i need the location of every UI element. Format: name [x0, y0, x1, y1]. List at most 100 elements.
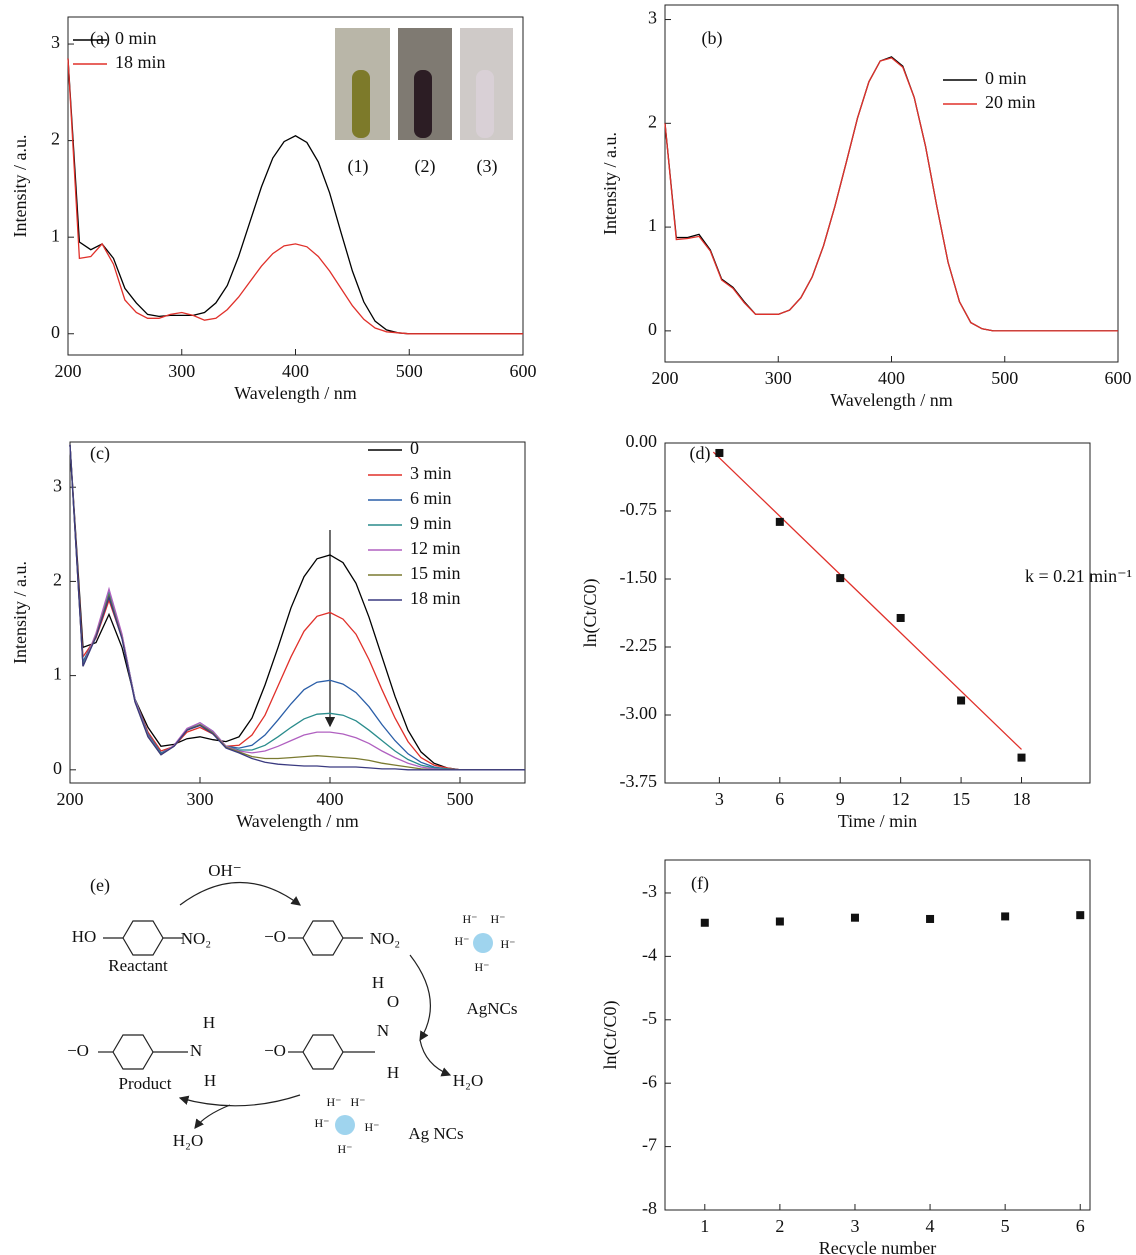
y-tick-label: 0.00 [626, 431, 658, 451]
inset-photos [335, 28, 513, 140]
y-tick-label: -3.00 [620, 703, 658, 723]
hydride-label: H⁻ [351, 1095, 366, 1109]
annotation: k = 0.21 min⁻¹ [1025, 566, 1132, 586]
data-point [926, 914, 935, 923]
x-tick-label: 4 [926, 1216, 935, 1236]
legend-label: 0 min [115, 28, 157, 48]
scheme-text: −O [264, 927, 286, 946]
y-tick-label: -6 [642, 1071, 657, 1091]
x-axis-label: Recycle number [819, 1238, 936, 1255]
inset-label: (1) [348, 156, 369, 177]
photo-2-tube [414, 70, 432, 138]
y-tick-label: -8 [642, 1198, 657, 1218]
hydride-label: H⁻ [491, 912, 506, 926]
scheme-text: HO [72, 927, 97, 946]
arrow [194, 1104, 231, 1129]
y-tick-label: 1 [53, 664, 62, 684]
legend-label: 0 [410, 438, 419, 458]
x-tick-label: 9 [836, 789, 845, 809]
scheme-text: O [387, 992, 399, 1011]
scheme-text: NO₂ [370, 929, 400, 948]
scheme-text: H [387, 1063, 399, 1082]
plot-frame [664, 859, 1091, 1211]
scheme-text: N [190, 1041, 202, 1060]
y-axis-label: Intensity / a.u. [10, 135, 30, 238]
hydride-label: H⁻ [365, 1120, 380, 1134]
data-point [775, 917, 784, 926]
x-tick-label: 2 [775, 1216, 784, 1236]
y-tick-label: 3 [648, 8, 657, 28]
x-tick-label: 15 [952, 789, 970, 809]
data-point [1001, 912, 1010, 921]
legend-label: 18 min [410, 588, 461, 608]
scheme-text: H [204, 1071, 216, 1090]
y-tick-label: -3.75 [620, 771, 658, 791]
legend-label: 9 min [410, 513, 452, 533]
hydride-label: H⁻ [455, 934, 470, 948]
nanocluster [335, 1115, 355, 1135]
x-tick-label: 500 [447, 789, 474, 809]
x-axis-label: Wavelength / nm [236, 811, 359, 831]
panel-label: (a) [90, 28, 110, 49]
data-point [896, 613, 905, 622]
spectrum-line [664, 57, 1118, 332]
legend-label: 0 min [985, 68, 1027, 88]
y-tick-label: -5 [642, 1008, 657, 1028]
x-tick-label: 300 [168, 361, 195, 381]
y-tick-label: -7 [642, 1135, 657, 1155]
y-axis-label: Intensity / a.u. [10, 561, 30, 664]
panel: -3 -4 -5 -6 -7 -8 1 2 3 4 5 6 Recycle number ln(Ct/C0… [600, 859, 1091, 1255]
x-tick-label: 1 [700, 1216, 709, 1236]
scheme-text: Product [119, 1074, 172, 1093]
x-tick-label: 400 [317, 789, 344, 809]
data-point [775, 517, 784, 526]
panel: 0 1 2 3 200 300 400 500 600 Wavelength / nm Intens… [10, 16, 537, 403]
x-axis-label: Wavelength / nm [830, 390, 953, 410]
spectrum-line [67, 58, 523, 335]
hydride-label: H⁻ [338, 1142, 353, 1156]
x-axis-label: Time / min [838, 811, 917, 831]
x-tick-label: 5 [1001, 1216, 1010, 1236]
hydride-label: H⁻ [327, 1095, 342, 1109]
x-tick-label: 400 [282, 361, 309, 381]
benzene-ring [302, 1034, 344, 1070]
data-point [700, 918, 709, 927]
scheme-text: N [377, 1021, 389, 1040]
x-tick-label: 500 [991, 368, 1018, 388]
panel: 0 1 2 3 200 300 400 500 600 Wavelength / nm Intens… [600, 4, 1132, 410]
inset-label: (3) [477, 156, 498, 177]
data-point [957, 696, 966, 705]
arrow [419, 1039, 452, 1077]
y-axis-label: ln(Ct/C0) [580, 578, 601, 647]
legend-label: 6 min [410, 488, 452, 508]
data-point [715, 448, 724, 457]
arrow [179, 881, 301, 906]
y-tick-label: 0 [53, 758, 62, 778]
data-point [1076, 911, 1085, 920]
reaction-scheme [98, 881, 493, 1135]
x-tick-label: 3 [715, 789, 724, 809]
x-tick-label: 500 [396, 361, 423, 381]
scheme-text: H₂O [173, 1131, 203, 1150]
spectrum-line [69, 444, 525, 771]
data-point [1017, 753, 1026, 762]
benzene-ring [122, 920, 164, 956]
x-tick-label: 200 [55, 361, 82, 381]
y-tick-label: -0.75 [620, 499, 658, 519]
x-tick-label: 300 [765, 368, 792, 388]
hydride-label: H⁻ [475, 960, 490, 974]
y-axis-label: Intensity / a.u. [600, 132, 620, 235]
photo-1-tube [352, 70, 370, 138]
scheme-text: AgNCs [466, 999, 517, 1018]
y-tick-label: 0 [648, 319, 657, 339]
scheme-text: NO₂ [181, 929, 211, 948]
y-tick-label: 2 [53, 570, 62, 590]
y-tick-label: -3 [642, 881, 657, 901]
arrow [409, 954, 431, 1042]
x-tick-label: 6 [775, 789, 784, 809]
panel-label: (f) [691, 873, 709, 894]
y-tick-label: 3 [51, 32, 60, 52]
scheme-text: H₂O [453, 1071, 483, 1090]
panel: 0.00 -0.75 -1.50 -2.25 -3.00 -3.75 3 6 9 12 15 18 Ti… [580, 431, 1132, 831]
photo-3-tube [476, 70, 494, 138]
